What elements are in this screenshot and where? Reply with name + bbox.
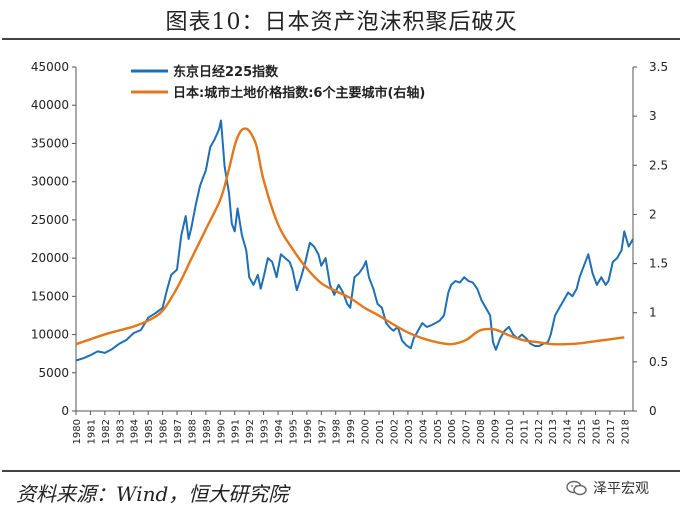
x-tick-label: 1995	[288, 419, 299, 444]
wechat-icon	[566, 480, 587, 496]
x-tick-label: 1984	[130, 419, 141, 444]
y-tick-label: 20000	[31, 251, 69, 265]
series-line-land	[75, 127, 625, 346]
x-tick-label: 2007	[462, 419, 473, 444]
x-tick-label: 2008	[476, 419, 487, 444]
x-tick-label: 1981	[86, 419, 97, 444]
x-tick-label: 2013	[548, 419, 559, 444]
x-tick-label: 1985	[144, 419, 155, 444]
x-tick-label: 1986	[159, 419, 170, 444]
x-tick-label: 1994	[274, 419, 285, 444]
x-tick-label: 2000	[361, 419, 372, 444]
y2-tick-label: 3.5	[649, 60, 668, 74]
x-tick-label: 2016	[591, 419, 602, 444]
chart: 0500010000150002000025000300003500040000…	[31, 60, 668, 444]
x-tick-label: 1991	[231, 419, 242, 444]
x-tick-label: 1989	[202, 419, 213, 444]
x-tick-label: 2011	[519, 419, 530, 444]
legend-label-land: 日本:城市土地价格指数:6个主要城市(右轴)	[173, 85, 425, 101]
x-tick-label: 2002	[389, 419, 400, 444]
y-tick-label: 0	[61, 404, 69, 418]
x-tick-label: 1987	[173, 419, 184, 444]
y2-tick-label: 2	[649, 207, 657, 221]
y-tick-label: 35000	[31, 136, 69, 150]
x-tick-label: 1982	[101, 419, 112, 444]
brand-name: 泽平宏观	[593, 481, 649, 497]
x-tick-label: 2003	[404, 419, 415, 444]
x-tick-label: 1980	[72, 419, 83, 444]
y2-tick-label: 1	[649, 306, 657, 320]
x-tick-label: 1983	[115, 419, 126, 444]
x-tick-label: 1992	[245, 419, 256, 444]
chart-title: 图表10：日本资产泡沫积聚后破灭	[165, 10, 518, 35]
x-tick-label: 2012	[534, 419, 545, 444]
series-line-nikkei	[75, 119, 634, 362]
series-lines	[75, 119, 634, 362]
y-tick-label: 10000	[31, 328, 69, 342]
x-tick-label: 2009	[490, 419, 501, 444]
y-tick-label: 45000	[31, 60, 69, 74]
y-tick-label: 25000	[31, 213, 69, 227]
x-tick-label: 2018	[620, 419, 631, 444]
x-tick-label: 1988	[187, 419, 198, 444]
top-rule	[2, 38, 680, 40]
y-tick-label: 5000	[38, 366, 69, 380]
x-tick-label: 2014	[563, 419, 574, 444]
legend: 东京日经225指数 日本:城市土地价格指数:6个主要城市(右轴)	[131, 64, 425, 101]
bottom-rule	[2, 470, 680, 472]
x-tick-label: 2004	[418, 419, 429, 444]
x-tick-label: 2006	[447, 419, 458, 444]
x-tick-label: 1999	[346, 419, 357, 444]
x-tick-label: 1997	[317, 419, 328, 444]
x-tick-label: 1996	[303, 419, 314, 444]
y-tick-label: 40000	[31, 98, 69, 112]
axes: 0500010000150002000025000300003500040000…	[31, 60, 668, 444]
y2-tick-label: 2.5	[649, 158, 668, 172]
y-tick-label: 15000	[31, 289, 69, 303]
x-tick-label: 2001	[375, 419, 386, 444]
x-tick-label: 1998	[332, 419, 343, 444]
x-tick-label: 2017	[606, 419, 617, 444]
y2-tick-label: 3	[649, 109, 657, 123]
x-tick-label: 1993	[260, 419, 271, 444]
x-tick-label: 1990	[216, 419, 227, 444]
x-tick-label: 2005	[433, 419, 444, 444]
source-note: 资料来源：Wind，恒大研究院	[16, 482, 289, 506]
y2-tick-label: 0	[649, 404, 657, 418]
y-tick-label: 30000	[31, 175, 69, 189]
x-tick-label: 2015	[577, 419, 588, 444]
legend-label-nikkei: 东京日经225指数	[173, 64, 279, 80]
y2-tick-label: 1.5	[649, 257, 668, 271]
y2-tick-label: 0.5	[649, 355, 668, 369]
x-tick-label: 2010	[505, 419, 516, 444]
brand: 泽平宏观	[566, 478, 649, 498]
